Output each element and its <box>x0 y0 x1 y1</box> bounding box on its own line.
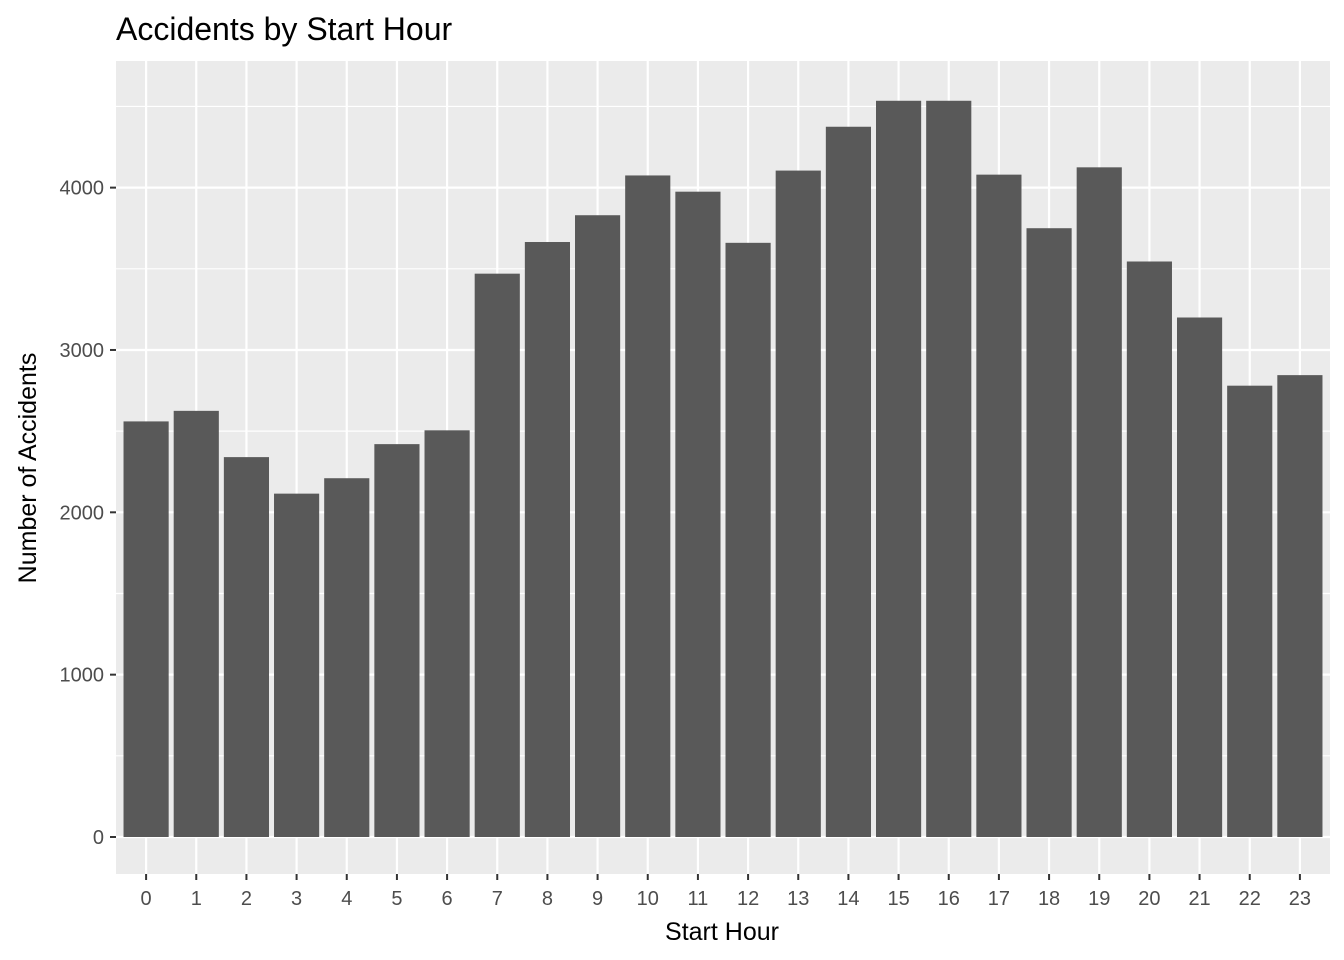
bar-hour-8 <box>524 242 570 837</box>
x-tick-label: 15 <box>887 888 909 910</box>
x-tick-label: 18 <box>1038 888 1060 910</box>
x-tick-label: 3 <box>291 888 302 910</box>
bar-hour-15 <box>876 100 922 838</box>
bar-hour-2 <box>223 457 270 837</box>
y-tick-label: 3000 <box>60 340 105 362</box>
x-tick-label: 8 <box>542 888 553 910</box>
bar-hour-7 <box>474 273 520 838</box>
bar-hour-23 <box>1277 375 1323 837</box>
x-tick-label: 11 <box>688 888 709 910</box>
chart-title: Accidents by Start Hour <box>116 11 452 47</box>
bar-hour-17 <box>976 174 1022 838</box>
bar-hour-1 <box>173 410 219 837</box>
x-tick-label: 20 <box>1138 888 1160 910</box>
x-tick-label: 12 <box>737 888 759 910</box>
bar-hour-16 <box>926 100 972 838</box>
bar-hour-21 <box>1176 317 1223 838</box>
bars <box>123 100 1323 838</box>
y-tick-label: 1000 <box>60 665 105 687</box>
bar-hour-10 <box>625 175 671 837</box>
x-tick-label: 6 <box>442 888 453 910</box>
x-tick-label: 1 <box>191 888 202 910</box>
bar-hour-0 <box>123 421 169 837</box>
x-tick-label: 21 <box>1188 888 1210 910</box>
bar-hour-5 <box>374 444 420 837</box>
x-axis: 0 1 2 3 4 5 6 7 8 9 10 11 12 13 14 15 16 17 18 19 20 21 22 23 <box>141 874 1311 910</box>
bar-hour-4 <box>324 478 370 837</box>
x-tick-label: 16 <box>938 888 960 910</box>
x-tick-label: 17 <box>988 888 1010 910</box>
y-tick-label: 4000 <box>60 178 105 200</box>
bar-hour-6 <box>424 430 470 837</box>
bar-hour-22 <box>1227 385 1273 837</box>
x-tick-label: 4 <box>341 888 352 910</box>
bar-hour-18 <box>1026 228 1072 838</box>
bar-hour-9 <box>575 215 621 837</box>
x-tick-label: 13 <box>787 888 809 910</box>
x-tick-label: 0 <box>141 888 152 910</box>
x-tick-label: 7 <box>492 888 503 910</box>
x-tick-label: 10 <box>637 888 659 910</box>
x-axis-title: Start Hour <box>665 918 779 946</box>
x-tick-label: 2 <box>241 888 252 910</box>
bar-hour-13 <box>775 170 821 837</box>
x-tick-label: 14 <box>837 888 859 910</box>
x-tick-label: 22 <box>1239 888 1261 910</box>
bar-hour-19 <box>1076 167 1122 838</box>
y-tick-label: 0 <box>93 827 104 849</box>
x-tick-label: 19 <box>1088 888 1110 910</box>
bar-hour-3 <box>274 493 320 837</box>
bar-hour-12 <box>725 242 771 837</box>
bar-hour-11 <box>675 191 721 838</box>
y-axis-title: Number of Accidents <box>14 353 42 584</box>
y-axis: 0 1000 2000 3000 4000 <box>60 178 116 849</box>
x-tick-label: 5 <box>391 888 402 910</box>
x-tick-label: 9 <box>592 888 603 910</box>
bar-hour-20 <box>1126 261 1172 837</box>
x-tick-label: 23 <box>1289 888 1311 910</box>
y-tick-label: 2000 <box>60 502 105 524</box>
bar-hour-14 <box>825 126 871 837</box>
